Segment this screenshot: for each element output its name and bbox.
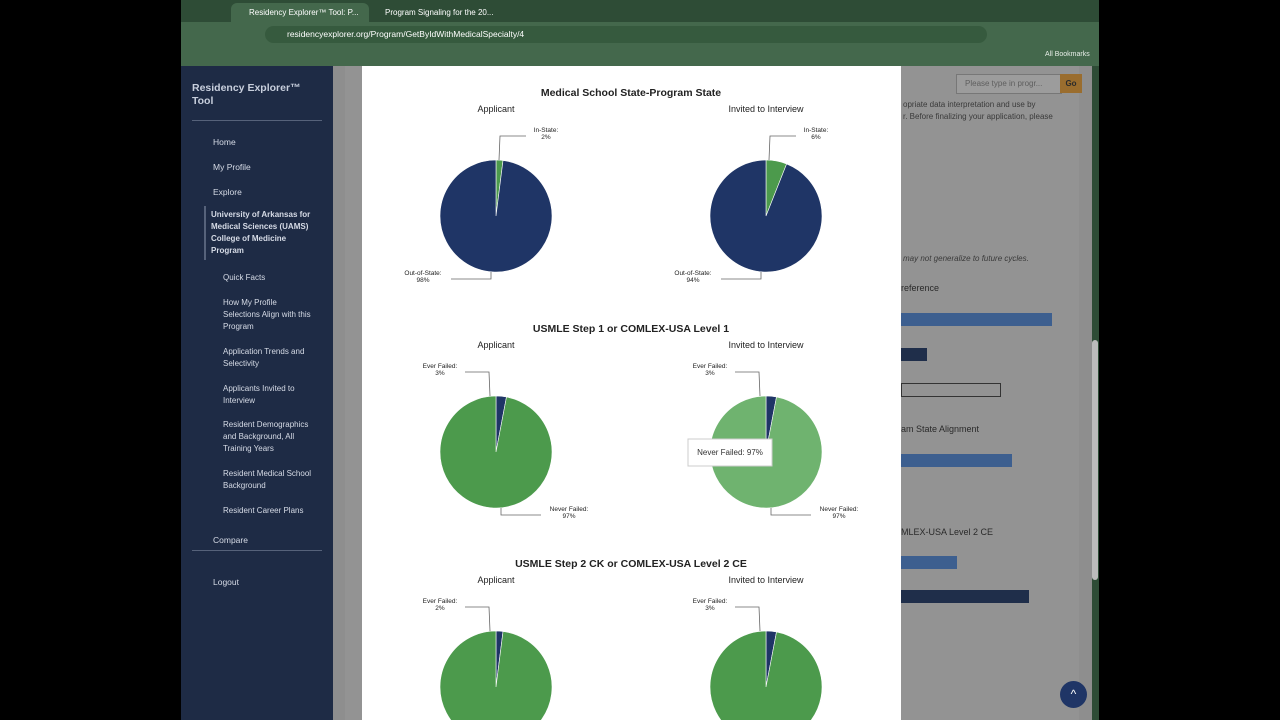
slice-value: 94%: [686, 277, 699, 284]
pie-slice: [439, 159, 553, 273]
slice-value: 2%: [435, 605, 445, 612]
slice-value: 3%: [705, 605, 715, 612]
slice-label: Out-of-State:: [674, 270, 711, 277]
address-bar[interactable]: residencyexplorer.org/Program/GetByIdWit…: [265, 26, 987, 43]
tab[interactable]: Program Signaling for the 20...: [385, 8, 494, 17]
program-link[interactable]: University of Arkansas for Medical Scien…: [211, 210, 311, 255]
page-text: am State Alignment: [901, 424, 980, 434]
chart-subtitle: Applicant: [477, 340, 515, 350]
section-title: Medical School State-Program State: [541, 87, 721, 99]
page-text: opriate data interpretation and use by: [903, 100, 1036, 109]
slice-label: Out-of-State:: [404, 270, 441, 277]
chart-subtitle: Applicant: [477, 575, 515, 585]
nav-item[interactable]: Logout: [213, 577, 239, 587]
sidebar-title: Residency Explorer™ Tool: [192, 82, 301, 107]
slice-value: 97%: [562, 513, 575, 520]
modal-background: [362, 66, 901, 720]
slice-label: Ever Failed:: [693, 363, 728, 370]
leader-line: [770, 508, 811, 516]
slice-value: 97%: [832, 513, 845, 520]
subnav-item[interactable]: How My Profile Selections Align with thi…: [223, 298, 311, 331]
pie-slice: [709, 159, 823, 273]
leader-line: [465, 606, 491, 632]
subnav-item[interactable]: Resident Medical School Background: [223, 469, 312, 490]
chart-subtitle: Invited to Interview: [728, 340, 804, 350]
subnav-item[interactable]: Resident Demographics and Background, Al…: [223, 420, 309, 453]
subnav-item[interactable]: Resident Career Plans: [223, 506, 304, 515]
page-text: reference: [901, 283, 940, 293]
slice-value: 3%: [435, 370, 445, 377]
slice-label: Never Failed:: [550, 506, 589, 513]
subnav-item[interactable]: Applicants Invited to Interview: [223, 384, 295, 405]
leader-line: [498, 135, 526, 161]
tab[interactable]: Residency Explorer™ Tool: P...: [231, 3, 369, 22]
page-text: may not generalize to future cycles.: [903, 254, 1029, 263]
sidebar: Residency Explorer™ Tool: [181, 66, 333, 720]
slice-label: Ever Failed:: [423, 363, 458, 370]
slice-value: 6%: [811, 134, 821, 141]
leader-line: [500, 508, 541, 516]
leader-line: [465, 371, 491, 397]
chart-subtitle: Invited to Interview: [728, 104, 804, 114]
nav-item[interactable]: My Profile: [213, 162, 251, 172]
slice-label: In-State:: [534, 127, 559, 134]
go-button[interactable]: Go: [1060, 74, 1082, 93]
pie-slice: [439, 395, 553, 509]
page-text: r. Before finalizing your application, p…: [903, 112, 1053, 121]
modal: Medical School State-Program State Applic…: [362, 66, 901, 720]
slice-value: 98%: [416, 277, 429, 284]
search-input[interactable]: Please type in progr...: [956, 74, 1062, 94]
chart-subtitle: Invited to Interview: [728, 575, 804, 585]
bookmark[interactable]: All Bookmarks: [1045, 51, 1090, 58]
scrollbar[interactable]: [1092, 340, 1098, 580]
scroll-top-button[interactable]: ^: [1060, 681, 1087, 708]
tooltip: Never Failed: 97%: [697, 448, 763, 457]
leader-line: [451, 272, 492, 280]
slice-label: In-State:: [804, 127, 829, 134]
leader-line: [721, 272, 762, 280]
leader-line: [768, 135, 796, 161]
nav-item[interactable]: Explore: [213, 187, 242, 197]
slice-value: 3%: [705, 370, 715, 377]
nav-item[interactable]: Compare: [213, 535, 248, 545]
page-text: MLEX-USA Level 2 CE: [901, 527, 994, 537]
slice-value: 2%: [541, 134, 551, 141]
slice-label: Never Failed:: [820, 506, 859, 513]
pie-slice: [709, 630, 823, 720]
section-title: USMLE Step 1 or COMLEX-USA Level 1: [533, 323, 729, 335]
tooltip-box: [687, 438, 773, 467]
chart-subtitle: Applicant: [477, 104, 515, 114]
leader-line: [735, 371, 761, 397]
leader-line: [735, 606, 761, 632]
subnav-item[interactable]: Application Trends and Selectivity: [223, 347, 305, 368]
section-title: USMLE Step 2 CK or COMLEX-USA Level 2 CE: [515, 558, 747, 570]
slice-label: Ever Failed:: [693, 598, 728, 605]
subnav-item[interactable]: Quick Facts: [223, 273, 266, 282]
nav-item[interactable]: Home: [213, 137, 236, 147]
slice-label: Ever Failed:: [423, 598, 458, 605]
pie-slice: [439, 630, 553, 720]
